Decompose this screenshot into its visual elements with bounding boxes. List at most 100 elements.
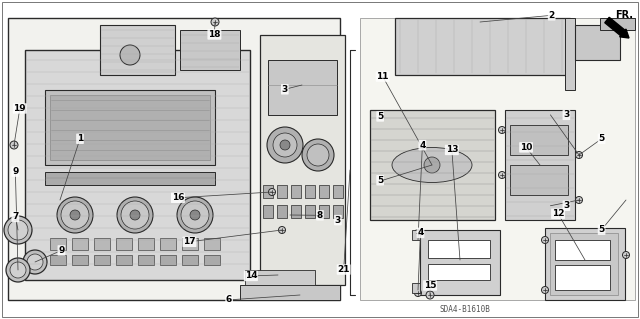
Text: SDA4-B1610B: SDA4-B1610B (440, 306, 491, 315)
Polygon shape (25, 50, 250, 280)
Circle shape (415, 229, 422, 236)
Text: 7: 7 (12, 212, 19, 221)
Circle shape (424, 157, 440, 173)
Polygon shape (180, 30, 240, 70)
Circle shape (177, 197, 213, 233)
Polygon shape (291, 205, 301, 218)
Text: 5: 5 (377, 112, 383, 121)
Circle shape (575, 197, 582, 204)
Text: 3: 3 (335, 216, 341, 225)
Polygon shape (428, 264, 490, 280)
Circle shape (415, 290, 422, 296)
Polygon shape (277, 185, 287, 198)
Polygon shape (360, 18, 635, 300)
Polygon shape (260, 35, 345, 285)
Text: 13: 13 (445, 145, 458, 154)
Circle shape (278, 226, 285, 234)
Text: 10: 10 (520, 143, 532, 152)
Polygon shape (45, 172, 215, 185)
Text: 9: 9 (58, 246, 65, 255)
Text: 19: 19 (13, 104, 26, 113)
Polygon shape (263, 205, 273, 218)
Circle shape (70, 210, 80, 220)
Circle shape (307, 144, 329, 166)
Polygon shape (305, 185, 315, 198)
Circle shape (4, 216, 32, 244)
Text: 15: 15 (424, 281, 436, 290)
Polygon shape (305, 205, 315, 218)
Text: 17: 17 (183, 237, 196, 246)
Polygon shape (138, 238, 154, 250)
Text: 21: 21 (337, 265, 350, 274)
Text: FR.: FR. (615, 10, 633, 20)
Text: 2: 2 (548, 11, 555, 20)
Polygon shape (277, 205, 287, 218)
Polygon shape (333, 205, 343, 218)
Polygon shape (565, 18, 575, 90)
Text: 3: 3 (563, 201, 570, 210)
Polygon shape (245, 270, 315, 285)
Text: 12: 12 (552, 209, 564, 218)
Circle shape (10, 141, 18, 149)
Polygon shape (263, 185, 273, 198)
Polygon shape (138, 255, 154, 265)
Polygon shape (182, 238, 198, 250)
Polygon shape (116, 255, 132, 265)
Circle shape (61, 201, 89, 229)
Text: 14: 14 (244, 271, 257, 280)
Polygon shape (72, 255, 88, 265)
Text: 5: 5 (598, 134, 605, 143)
Circle shape (499, 172, 506, 179)
Text: 5: 5 (598, 225, 605, 234)
Circle shape (541, 286, 548, 293)
Text: 8: 8 (317, 211, 323, 220)
Polygon shape (510, 165, 568, 195)
Text: 1: 1 (77, 134, 83, 143)
Text: 9: 9 (12, 167, 19, 176)
Polygon shape (505, 110, 575, 220)
Polygon shape (268, 60, 337, 115)
Polygon shape (428, 240, 490, 258)
Polygon shape (160, 255, 176, 265)
Circle shape (130, 210, 140, 220)
Circle shape (10, 262, 26, 278)
Circle shape (211, 18, 219, 26)
Polygon shape (94, 255, 110, 265)
Polygon shape (370, 110, 495, 220)
Polygon shape (545, 228, 625, 300)
Polygon shape (50, 95, 210, 160)
Polygon shape (412, 230, 420, 240)
Circle shape (190, 210, 200, 220)
Text: 11: 11 (376, 72, 389, 81)
Circle shape (57, 197, 93, 233)
Circle shape (27, 254, 43, 270)
Circle shape (23, 250, 47, 274)
Text: 4: 4 (419, 141, 426, 150)
Circle shape (302, 139, 334, 171)
Text: 3: 3 (282, 85, 288, 94)
Polygon shape (204, 238, 220, 250)
Polygon shape (94, 238, 110, 250)
Circle shape (273, 133, 297, 157)
Text: 3: 3 (563, 110, 570, 119)
Polygon shape (510, 125, 568, 155)
Circle shape (575, 152, 582, 159)
Polygon shape (182, 255, 198, 265)
Text: 4: 4 (417, 228, 424, 237)
Circle shape (269, 189, 275, 196)
Circle shape (8, 220, 28, 240)
FancyArrow shape (605, 17, 629, 38)
Text: 6: 6 (226, 295, 232, 304)
Polygon shape (72, 238, 88, 250)
Circle shape (280, 140, 290, 150)
Text: 18: 18 (208, 30, 221, 39)
Polygon shape (550, 233, 618, 295)
Circle shape (499, 127, 506, 133)
Polygon shape (412, 283, 420, 293)
Text: 16: 16 (172, 193, 184, 202)
Polygon shape (319, 185, 329, 198)
Circle shape (541, 236, 548, 243)
Polygon shape (291, 185, 301, 198)
Polygon shape (240, 285, 340, 300)
Polygon shape (555, 240, 610, 260)
